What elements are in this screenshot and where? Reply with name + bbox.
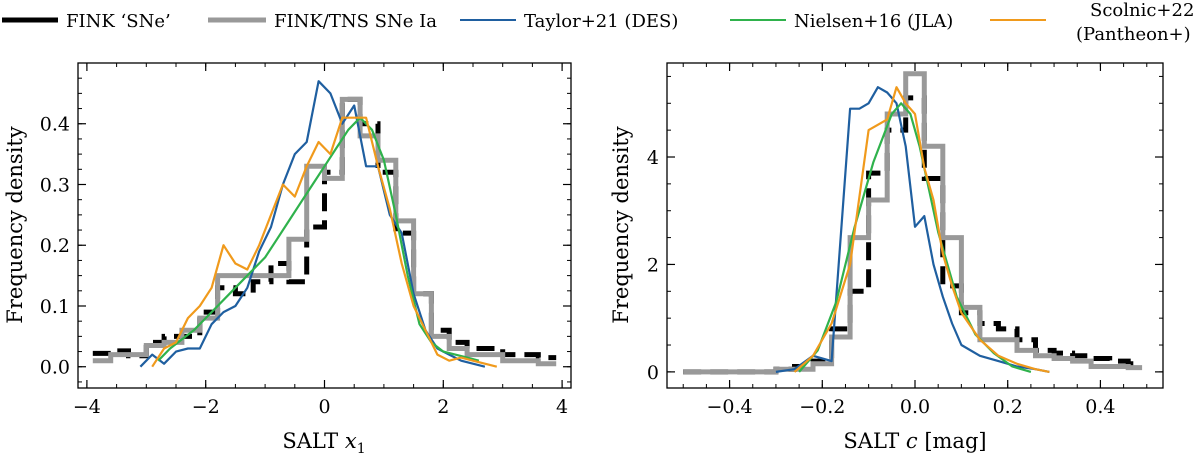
- xtick-label-c-0: −0.4: [707, 396, 753, 418]
- series-x1-nielsen16: [157, 116, 480, 362]
- series-c-fink_sne: [683, 95, 1143, 375]
- panel-salt-x1-ylabel: Frequency density: [3, 126, 27, 324]
- xtick-label-x1-4: 4: [556, 396, 568, 418]
- legend-label-scolnic22-line2: (Pantheon+): [1076, 24, 1191, 45]
- panel-salt-x1-xlabel-var: x: [345, 429, 357, 453]
- xtick-label-c-4: 0.4: [1085, 396, 1115, 418]
- xtick-label-c-2: 0.0: [900, 396, 930, 418]
- ytick-label-x1-4: 0.4: [40, 114, 70, 136]
- panel-salt-x1-marks: [92, 80, 557, 368]
- panel-salt-c: −0.4 −0.2 0.0 0.2 0.4 0 2 4 SALT c [mag] Freque…: [609, 62, 1164, 453]
- xtick-label-x1-0: −4: [73, 396, 101, 418]
- panel-salt-x1-xlabel: SALT x1: [282, 429, 365, 456]
- panel-salt-c-xlabel-var: c: [906, 429, 918, 453]
- panel-salt-c-ylabel: Frequency density: [609, 126, 633, 324]
- legend-label-scolnic22: Scolnic+22: [1090, 0, 1194, 21]
- xtick-label-c-1: −0.2: [799, 396, 845, 418]
- xtick-label-x1-2: 0: [318, 396, 330, 418]
- legend-label-fink-sne: FINK ‘SNe’: [66, 11, 171, 32]
- ytick-label-c-0: 0: [647, 362, 659, 384]
- series-x1-fink_tns: [92, 96, 557, 367]
- legend-label-fink-tns: FINK/TNS SNe Ia: [274, 11, 437, 32]
- series-c-scolnic22: [793, 86, 1050, 373]
- legend-entry-fink-tns: FINK/TNS SNe Ia: [208, 11, 437, 32]
- xtick-label-c-3: 0.2: [993, 396, 1023, 418]
- xtick-label-x1-3: 2: [437, 396, 449, 418]
- ytick-label-c-2: 4: [647, 147, 659, 169]
- ytick-label-c-1: 2: [647, 254, 659, 276]
- legend: FINK ‘SNe’ FINK/TNS SNe Ia Taylor+21 (DE…: [2, 0, 1194, 45]
- ytick-label-x1-3: 0.3: [40, 174, 70, 196]
- panel-salt-x1: −4 −2 0 2 4 0.0 0.1 0.2 0.3 0.4 SALT x1 Frequency…: [3, 62, 572, 456]
- panel-salt-c-ticks: −0.4 −0.2 0.0 0.2 0.4 0 2 4: [647, 63, 1163, 418]
- panel-salt-c-xlabel: SALT c [mag]: [843, 429, 986, 453]
- legend-entry-taylor21: Taylor+21 (DES): [460, 11, 678, 32]
- legend-entry-fink-sne: FINK ‘SNe’: [2, 11, 171, 32]
- panel-salt-c-marks: [683, 71, 1143, 375]
- panel-salt-x1-xlabel-main: SALT: [282, 429, 344, 453]
- ytick-label-x1-2: 0.2: [40, 235, 70, 257]
- legend-label-taylor21: Taylor+21 (DES): [524, 11, 678, 32]
- ytick-label-x1-1: 0.1: [40, 296, 70, 318]
- legend-label-nielsen16: Nielsen+16 (JLA): [794, 11, 953, 32]
- series-x1-scolnic22: [151, 116, 498, 368]
- legend-entry-scolnic22: Scolnic+22 (Pantheon+): [990, 0, 1194, 45]
- legend-entry-nielsen16: Nielsen+16 (JLA): [730, 11, 953, 32]
- series-x1-fink_sne: [92, 96, 557, 361]
- panel-salt-c-xlabel-main: SALT: [843, 429, 905, 453]
- series-c-taylor21: [775, 86, 1050, 373]
- panel-salt-x1-xlabel-sub: 1: [357, 441, 366, 456]
- panel-salt-x1-ticks: −4 −2 0 2 4 0.0 0.1 0.2 0.3 0.4: [40, 62, 571, 418]
- ytick-label-x1-0: 0.0: [40, 357, 70, 379]
- panel-salt-c-xlabel-tail: [mag]: [918, 429, 987, 453]
- xtick-label-x1-1: −2: [192, 396, 220, 418]
